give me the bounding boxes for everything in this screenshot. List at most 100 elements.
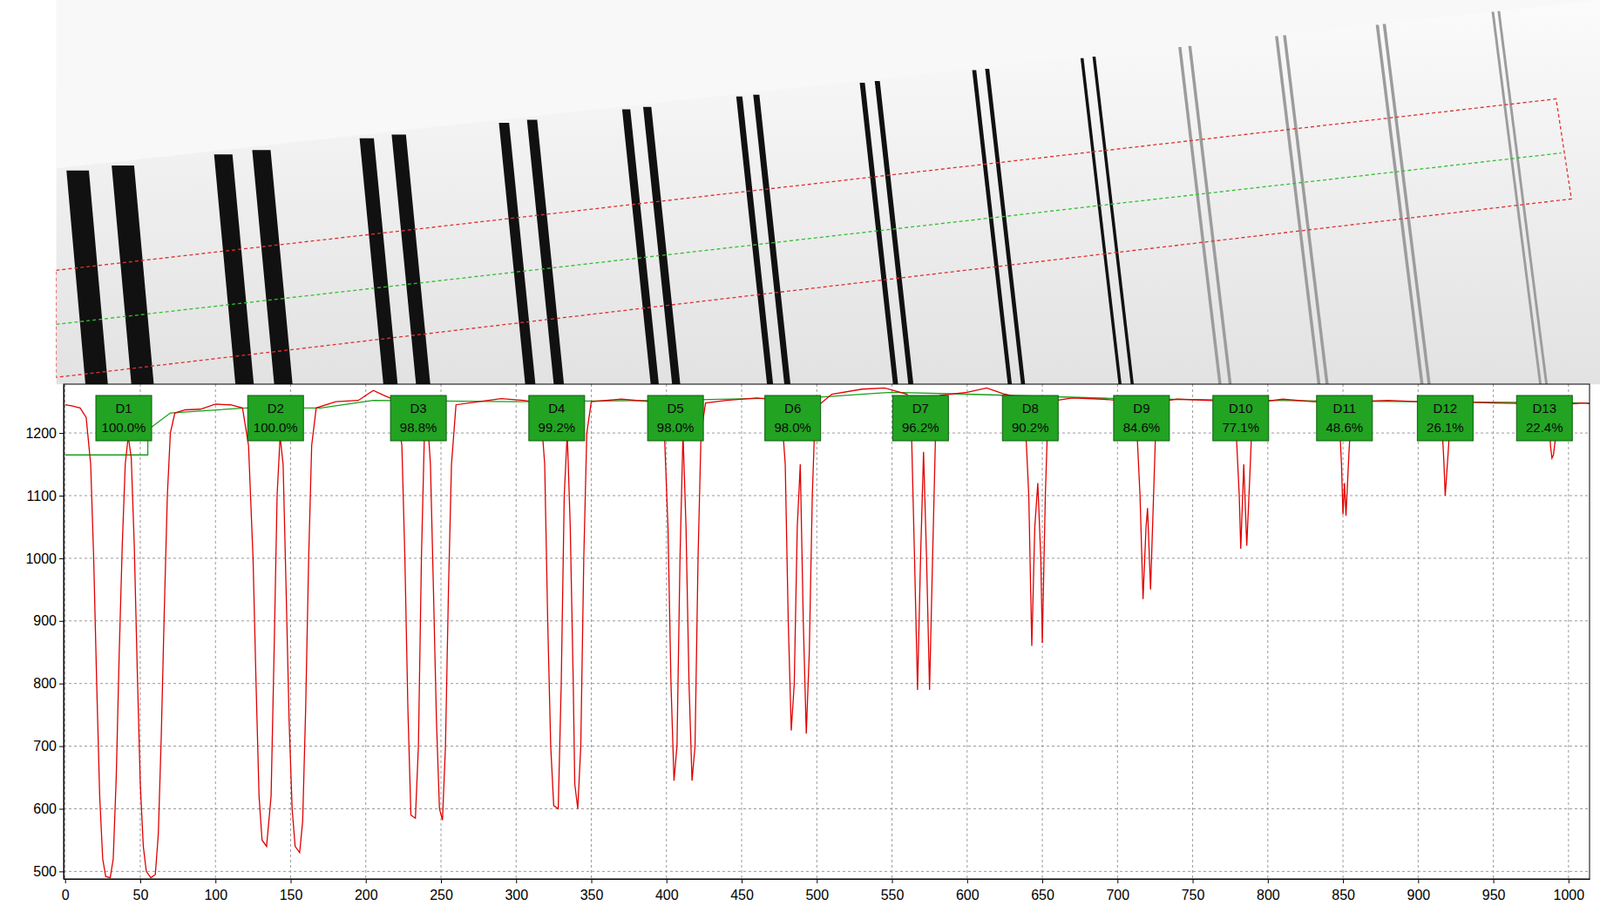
annotation: D1148.6% xyxy=(1316,395,1373,441)
x-tick-mark xyxy=(440,879,442,884)
y-tick-label: 500 xyxy=(33,864,57,880)
annotation-name: D4 xyxy=(548,400,565,416)
target-bar xyxy=(251,149,293,385)
annotation-value: 84.6% xyxy=(1123,420,1161,435)
annotation-value: 98.8% xyxy=(400,420,438,435)
annotation-value: 98.0% xyxy=(773,420,812,435)
y-tick-label: 1000 xyxy=(25,550,57,566)
y-tick-mark xyxy=(59,808,64,810)
plot-background xyxy=(63,384,1590,880)
y-tick-mark xyxy=(59,433,64,434)
annotation: D698.0% xyxy=(765,395,821,441)
target-bar xyxy=(736,96,774,386)
x-tick-label: 600 xyxy=(955,888,980,903)
annotation-name: D12 xyxy=(1433,400,1458,416)
target-bar xyxy=(1376,25,1424,386)
annotation: D5 98.0% xyxy=(647,395,704,441)
annotation: D1077.1% xyxy=(1213,395,1269,441)
annotation-value: 26.1% xyxy=(1426,420,1465,435)
x-tick: 50 xyxy=(133,879,150,903)
x-tick: 0 xyxy=(61,879,70,903)
y-tick-label: 1200 xyxy=(25,426,57,441)
annotation: D2 100.0% xyxy=(247,395,304,441)
x-tick-label: 750 xyxy=(1181,888,1206,903)
x-tick-label: 50 xyxy=(133,888,150,903)
annotation-name: D10 xyxy=(1228,400,1254,416)
y-tick: 800 xyxy=(33,676,64,692)
annotation-value: 48.6% xyxy=(1326,420,1364,435)
target-bar xyxy=(359,138,399,386)
annotation-name: D8 xyxy=(1022,400,1039,416)
annotation-name: D2 xyxy=(267,400,285,416)
x-tick-mark xyxy=(215,879,217,884)
target-bar xyxy=(66,170,109,386)
annotation-box xyxy=(528,395,585,441)
x-tick-label: 300 xyxy=(504,888,529,903)
target-bar xyxy=(527,119,565,385)
target-bar xyxy=(984,68,1025,386)
x-tick: 750 xyxy=(1181,879,1206,903)
annotation-box xyxy=(647,395,704,441)
x-tick-label: 1000 xyxy=(1553,888,1586,903)
target-bar xyxy=(1092,56,1135,385)
x-tick-label: 450 xyxy=(730,888,754,903)
x-tick: 200 xyxy=(354,879,379,903)
target-bar xyxy=(874,81,915,385)
x-tick-mark xyxy=(1117,879,1119,884)
x-tick: 950 xyxy=(1482,879,1506,903)
y-tick: 600 xyxy=(33,801,64,817)
roi-centerline xyxy=(55,153,1561,326)
target-bar xyxy=(1491,12,1543,386)
annotation-box xyxy=(247,395,304,441)
x-grid-line xyxy=(590,384,592,880)
photo-highlight xyxy=(55,0,1600,169)
profile-line xyxy=(65,387,1590,878)
y-tick: 1200 xyxy=(25,426,64,441)
annotation-value: 100.0% xyxy=(253,420,299,435)
y-tick: 500 xyxy=(33,864,64,880)
annotation-name: D7 xyxy=(912,400,929,416)
annotation-box xyxy=(390,395,447,441)
photo xyxy=(55,0,1600,385)
y-tick: 1100 xyxy=(27,488,64,504)
annotation-name: D3 xyxy=(410,400,428,416)
target-bar xyxy=(111,165,155,385)
x-tick-mark xyxy=(366,879,367,884)
y-grid-line xyxy=(63,557,1590,559)
x-tick-mark xyxy=(741,879,743,884)
annotation-box xyxy=(892,395,949,441)
plot-lines xyxy=(65,387,1590,878)
x-tick-label: 200 xyxy=(354,888,379,903)
x-tick-label: 350 xyxy=(580,888,604,903)
x-grid-line xyxy=(1342,384,1344,880)
x-grid-line xyxy=(1417,384,1419,880)
x-tick-mark xyxy=(290,879,292,884)
x-tick-label: 850 xyxy=(1331,888,1356,903)
x-tick: 150 xyxy=(279,879,304,903)
x-tick-label: 550 xyxy=(881,888,905,903)
x-tick: 500 xyxy=(805,879,829,903)
x-tick-label: 500 xyxy=(805,888,829,903)
x-tick: 350 xyxy=(580,879,604,903)
target-bar xyxy=(1178,47,1222,385)
target-bar xyxy=(1383,24,1432,386)
profile-line xyxy=(65,392,1590,455)
x-tick-label: 400 xyxy=(655,888,679,903)
annotation-box xyxy=(1316,395,1373,441)
annotation-name: D13 xyxy=(1532,400,1557,416)
annotation-name: D5 xyxy=(667,400,685,416)
annotation-value: 98.0% xyxy=(657,420,695,435)
x-tick-label: 700 xyxy=(1105,888,1130,903)
annotation-value: 22.4% xyxy=(1525,420,1564,435)
x-tick-label: 900 xyxy=(1406,888,1431,903)
y-tick-label: 800 xyxy=(33,676,57,692)
x-tick-mark xyxy=(666,879,668,884)
annotation-name: D9 xyxy=(1132,400,1150,416)
target-bar xyxy=(643,107,681,386)
y-grid-line xyxy=(63,683,1590,685)
x-tick: 550 xyxy=(881,879,905,903)
x-grid-line xyxy=(365,384,367,880)
x-grid-line xyxy=(215,384,217,880)
x-tick-label: 150 xyxy=(279,888,304,903)
roi-box xyxy=(55,99,1572,379)
